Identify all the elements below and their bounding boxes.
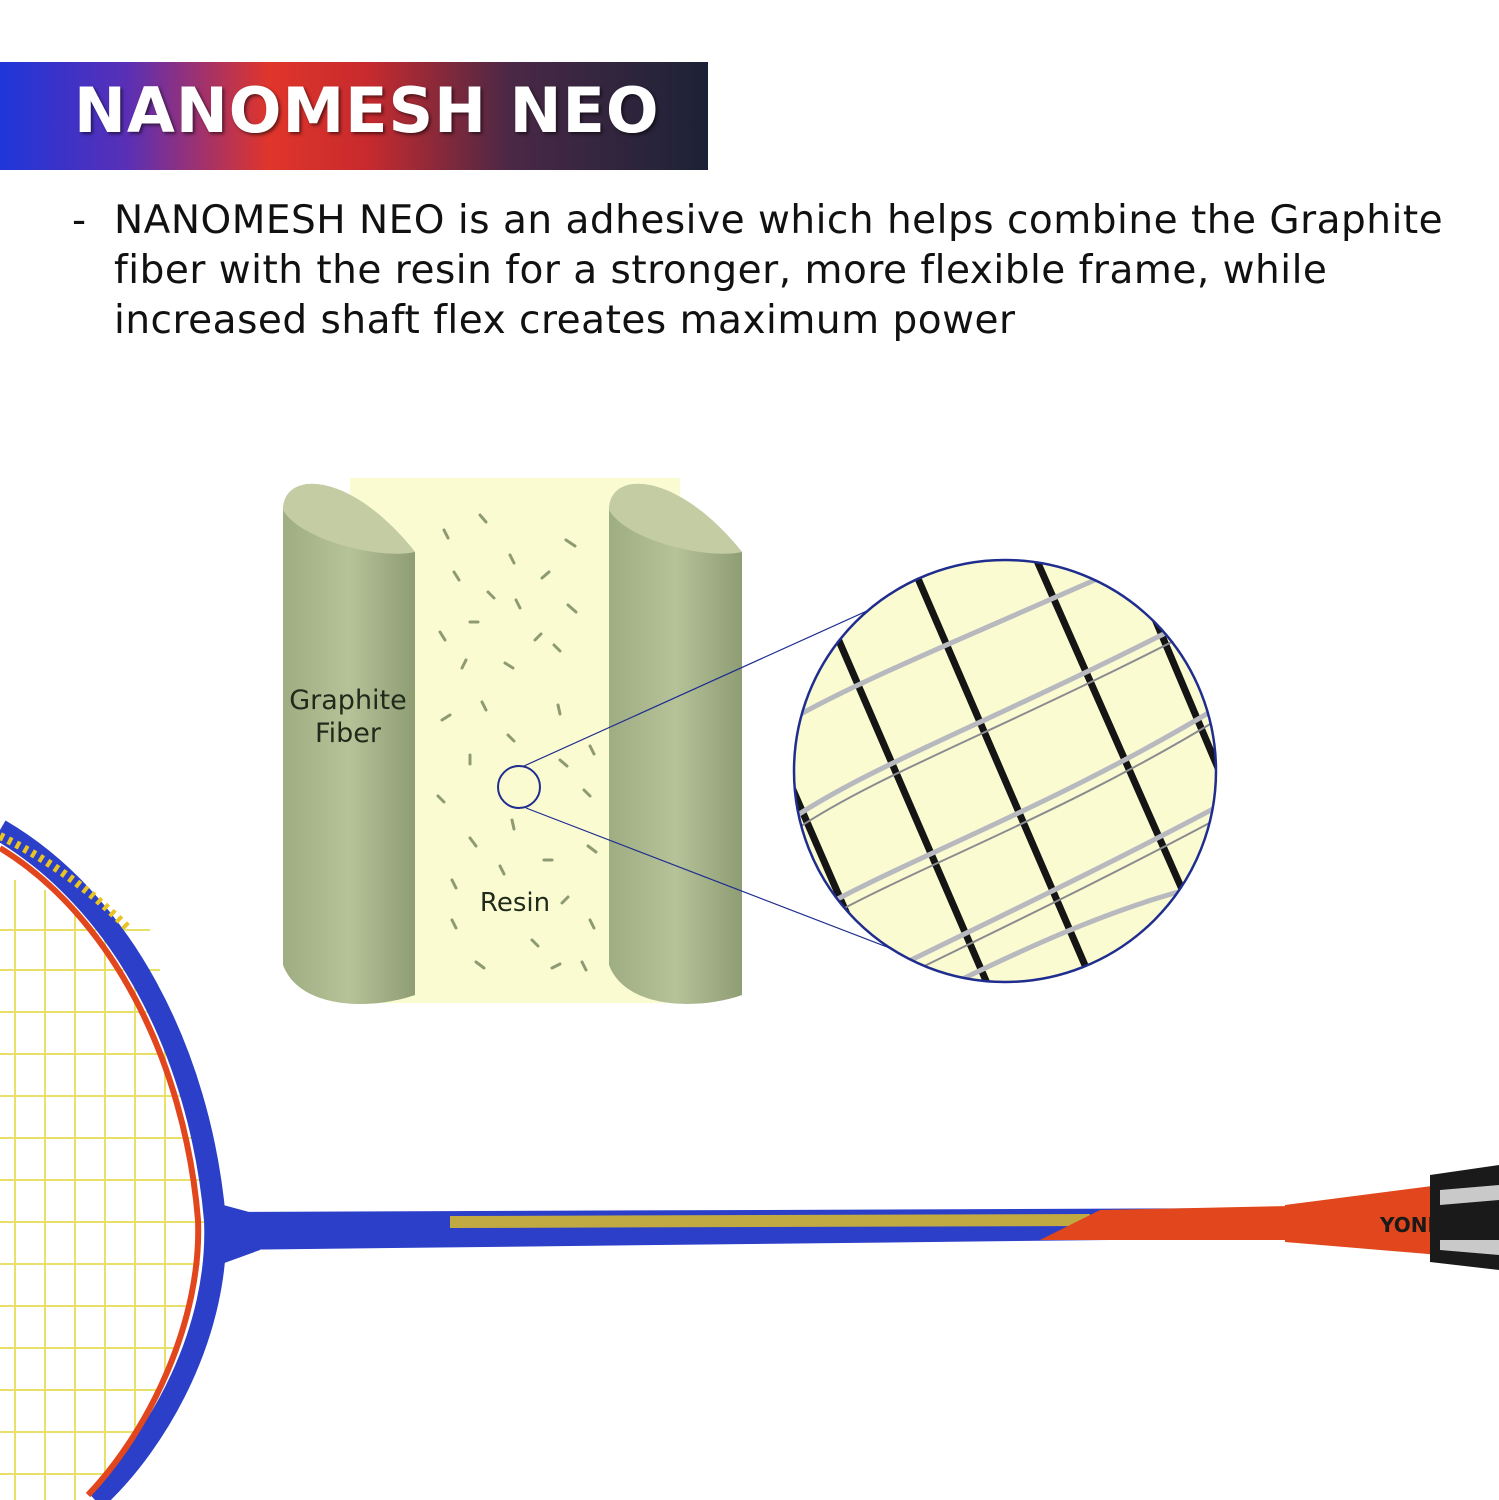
racket (0, 820, 1499, 1500)
racket-strings (0, 880, 205, 1500)
resin-particles (436, 513, 598, 972)
title-banner: NANOMESH NEO (0, 62, 708, 170)
zoom-line-top (523, 595, 901, 767)
resin-label: Resin (479, 888, 551, 918)
racket-brand-logo: YONEX (1380, 1213, 1457, 1237)
graphite-fiber-left (283, 483, 415, 1004)
description-text: NANOMESH NEO is an adhesive which helps … (114, 198, 1444, 343)
racket-frame (0, 820, 227, 1500)
zoom-line-bottom (525, 807, 901, 953)
page-title: NANOMESH NEO (74, 74, 660, 147)
graphite-fiber-label: Graphite Fiber (289, 685, 407, 749)
bullet-dash: - (72, 198, 87, 243)
magnifier-spot (497, 765, 541, 809)
racket-handle (1285, 1185, 1440, 1255)
nanomesh-zoom (792, 558, 1218, 984)
graphite-fiber-right (609, 483, 742, 1004)
